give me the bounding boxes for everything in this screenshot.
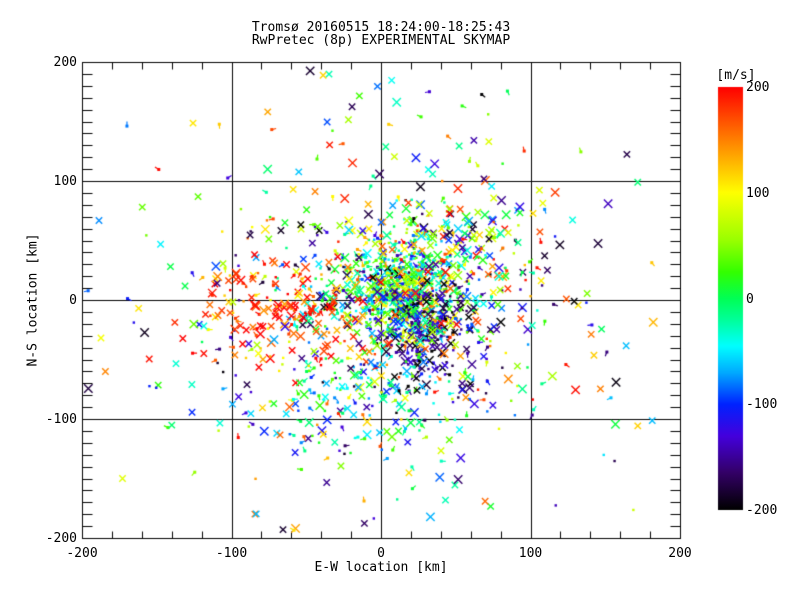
x-tick-label--100: -100: [215, 546, 248, 561]
colorbar-tick-label--100: -100: [746, 397, 778, 413]
plot-title-line2: RwPretec (8p) EXPERIMENTAL SKYMAP: [251, 33, 511, 48]
y-tick-label--100: -100: [45, 412, 77, 427]
colorbar-tick-label--200: -200: [746, 503, 778, 518]
y-tick-label-0: 0: [69, 293, 77, 308]
colorbar-tick-label-0: 0: [746, 291, 754, 307]
y-tick-label-200: 200: [53, 55, 77, 70]
colorbar-unit-label: [m/s]: [716, 68, 756, 83]
x-tick-label-100: 100: [518, 546, 543, 561]
colorbar-tick-label-100: 100: [746, 185, 770, 201]
x-tick-label--200: -200: [66, 546, 98, 561]
colorbar-tick-label-200: 200: [746, 80, 770, 95]
y-tick-label--200: -200: [45, 531, 77, 546]
y-tick-label-100: 100: [53, 174, 77, 189]
x-tick-label-0: 0: [377, 546, 385, 561]
x-axis-label: E-W location [km]: [314, 560, 448, 575]
plot-title-line1: Tromsø 20160515 18:24:00-18:25:43: [251, 20, 511, 35]
x-tick-label-200: 200: [668, 546, 692, 561]
